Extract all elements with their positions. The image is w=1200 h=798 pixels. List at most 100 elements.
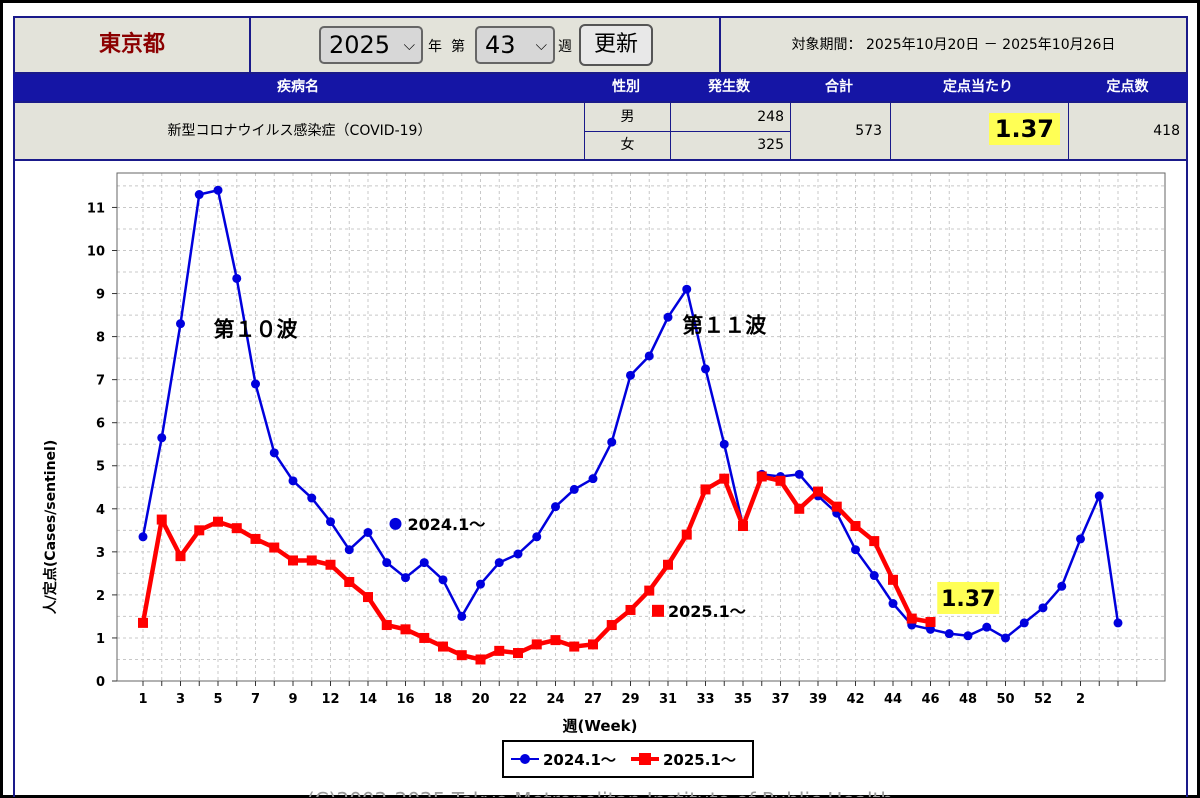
data-point	[363, 527, 373, 537]
data-point	[813, 486, 823, 497]
data-point	[532, 532, 542, 542]
data-point	[681, 529, 692, 540]
data-point	[775, 475, 786, 486]
y-tick-label: 11	[87, 201, 105, 216]
data-point	[400, 624, 411, 635]
x-tick-label: 22	[509, 692, 527, 707]
data-point	[663, 559, 673, 570]
x-tick-label: 46	[921, 692, 939, 707]
data-point	[1019, 618, 1029, 628]
x-tick-label: 24	[546, 692, 564, 707]
target-period: 対象期間： 2025年10月20日 － 2025年10月26日	[791, 37, 1116, 53]
count-female: 325	[757, 137, 784, 153]
data-point	[925, 617, 936, 628]
y-tick-label: 9	[96, 288, 105, 303]
data-point	[588, 639, 598, 650]
data-point	[569, 484, 579, 494]
legend-label-2025: 2025.1～	[663, 751, 736, 769]
data-point	[756, 471, 767, 482]
data-point	[382, 558, 392, 568]
data-point	[457, 611, 467, 621]
table-header: 疾病名 性別 発生数 合計 定点当たり 定点数	[13, 74, 1188, 101]
x-axis: 1 3 5 7 9 12 14 16 18 20 22 24 27 29 31 33 35 37 39 42 44 46 4…	[138, 681, 1138, 707]
data-point	[1001, 633, 1010, 643]
year-select[interactable]: 2025 ⌵	[319, 26, 423, 64]
week-suffix: 週	[558, 39, 572, 55]
data-point	[850, 521, 861, 532]
update-button[interactable]: 更新	[579, 24, 653, 66]
data-point	[869, 536, 880, 547]
data-point	[213, 185, 223, 195]
data-point	[906, 613, 917, 624]
x-tick-label: 33	[696, 692, 714, 707]
data-point	[626, 370, 635, 380]
data-point	[513, 648, 523, 659]
wave-label: 第１０波	[214, 318, 299, 342]
legend-marker-2024	[520, 754, 530, 764]
per-sentinel-value: 1.37	[988, 113, 1060, 145]
count-cell: 248 325	[671, 103, 791, 159]
data-point	[982, 622, 992, 632]
data-point	[831, 501, 842, 512]
col-per-sentinel: 定点当たり	[943, 79, 1013, 95]
data-point	[963, 631, 973, 641]
plot-border	[116, 172, 1166, 682]
data-point	[644, 351, 654, 361]
data-point	[494, 645, 505, 656]
wave-label: 第１１波	[682, 313, 767, 337]
data-point	[551, 502, 560, 512]
data-point	[644, 585, 655, 596]
y-tick-label: 7	[96, 374, 105, 389]
sex-cell: 男 女	[585, 103, 671, 159]
x-tick-label: 52	[1034, 692, 1052, 707]
data-point	[700, 484, 711, 495]
data-point	[513, 549, 523, 559]
legend-box	[502, 740, 754, 778]
inline-label-2025: 2025.1～	[668, 602, 746, 621]
y-tick-label: 2	[96, 589, 105, 604]
data-point	[326, 517, 335, 527]
chart-area: 0 1 2 3 4 5 6 7 8 9 10 11 1 3 5 7 9 12 14 16 18 20 22 24 27 29 31…	[13, 161, 1188, 797]
chevron-down-icon: ⌵	[403, 36, 415, 54]
data-point	[1057, 581, 1067, 591]
col-count: 発生数	[708, 79, 750, 95]
data-point	[269, 448, 279, 458]
annotations: 第１０波 第１１波 2024.1～ 2025.1～ 1.37	[214, 313, 1000, 621]
data-point	[607, 437, 617, 447]
data-point	[194, 190, 204, 200]
x-tick-label: 18	[434, 692, 452, 707]
x-tick-label: 1	[138, 692, 147, 707]
data-point	[794, 503, 805, 514]
x-tick-label: 39	[809, 692, 827, 707]
y-tick-label: 10	[87, 244, 105, 259]
y-tick-label: 8	[96, 331, 105, 346]
data-point	[888, 574, 898, 585]
data-point	[401, 573, 410, 583]
data-point	[288, 555, 298, 566]
data-point	[851, 545, 860, 555]
data-point	[231, 523, 242, 534]
x-tick-label: 14	[359, 692, 377, 707]
data-point	[156, 514, 167, 525]
x-tick-label: 5	[213, 692, 222, 707]
y-axis-label: 人/定点(Cases/sentinel)	[42, 440, 59, 614]
week-select[interactable]: 43 ⌵	[475, 26, 555, 64]
x-tick-label: 12	[321, 692, 339, 707]
chevron-down-icon: ⌵	[535, 36, 547, 54]
col-sentinel-count: 定点数	[1106, 79, 1149, 95]
data-point	[719, 473, 730, 484]
y-tick-label: 0	[96, 675, 105, 690]
sentinel-count: 418	[1153, 123, 1180, 139]
col-disease: 疾病名	[277, 79, 319, 95]
x-tick-label: 42	[846, 692, 864, 707]
x-tick-label: 44	[884, 692, 902, 707]
data-point	[475, 654, 486, 665]
legend-label-2024: 2024.1～	[543, 751, 616, 769]
data-point	[438, 575, 448, 585]
x-tick-label: 27	[584, 692, 602, 707]
data-point	[794, 469, 804, 479]
x-tick-label: 2	[1076, 692, 1085, 707]
data-point	[888, 599, 898, 609]
data-point	[344, 545, 354, 555]
